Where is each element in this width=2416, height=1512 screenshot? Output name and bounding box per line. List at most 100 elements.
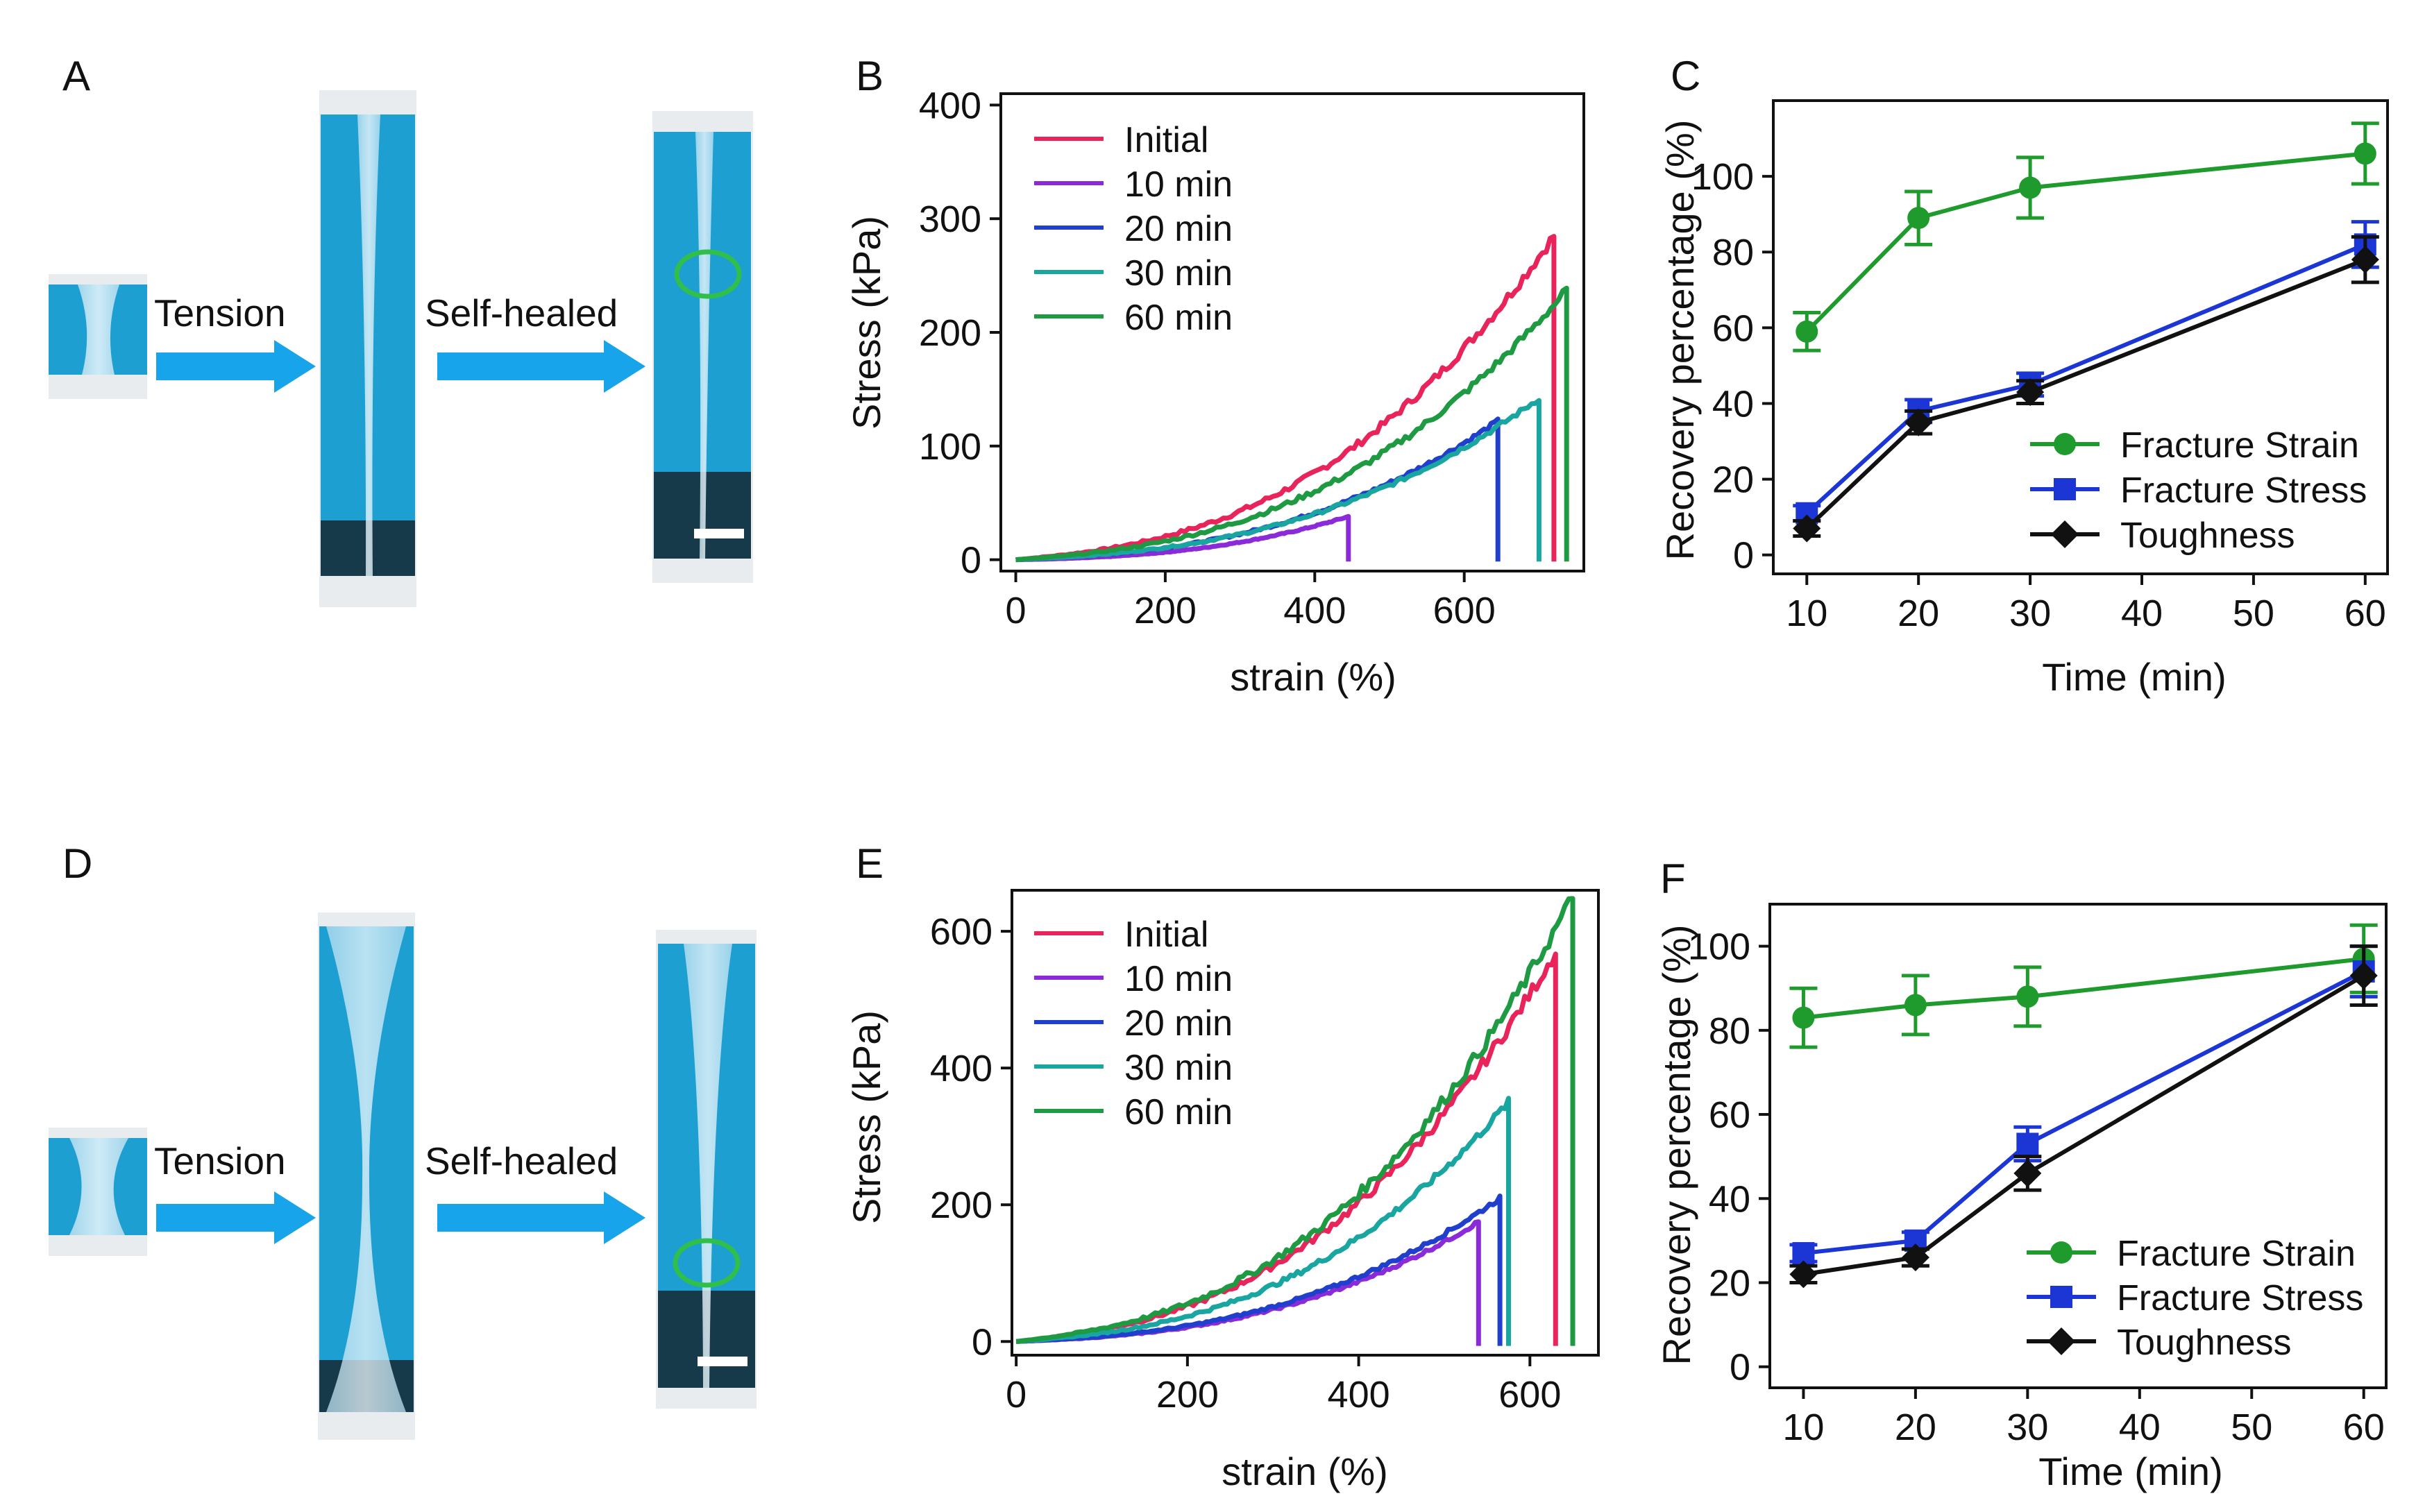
chart-E-ytick-label: 0 xyxy=(972,1321,992,1363)
chart-e-xlabel: strain (%) xyxy=(1222,1450,1388,1493)
chart-C-point-fracture-strain xyxy=(2019,176,2042,199)
healed-spot-marker-d xyxy=(673,1238,741,1288)
chart-E-xtick-label: 0 xyxy=(1006,1374,1027,1416)
chart-F-point-fracture-stress xyxy=(2016,1132,2039,1155)
chart-f: 10 20 30 40 50 60 0 20 40 60 80 100 Fracture Strain… xyxy=(1655,903,2388,1493)
chart-B-ytick-label: 400 xyxy=(919,85,981,126)
chart-E-curve-60-min xyxy=(1015,896,1576,1346)
chart-B-curve-30-min xyxy=(1015,398,1541,563)
tension-arrow-a xyxy=(156,340,316,393)
chart-E-xtick-label: 600 xyxy=(1498,1374,1561,1416)
chart-F-xtick-label: 20 xyxy=(1895,1407,1936,1448)
chart-c: 10 20 30 40 50 60 0 20 40 60 80 100 Fracture Strain… xyxy=(1658,99,2389,699)
chart-F-legend-marker-toughness xyxy=(2047,1327,2075,1355)
chart-b-xlabel: strain (%) xyxy=(1230,655,1396,699)
chart-F-line-toughness xyxy=(1802,974,2365,1277)
chart-B-curve-initial xyxy=(1015,234,1557,563)
chart-b-ylabel: Stress (kPa) xyxy=(845,216,888,430)
chart-E-xtick-label: 200 xyxy=(1156,1374,1219,1416)
tension-arrow-d xyxy=(156,1191,316,1244)
self-healed-label-d: Self-healed xyxy=(425,1139,618,1182)
chart-C-line-toughness xyxy=(1805,257,2366,530)
panel-label-f: F xyxy=(1660,856,1686,902)
chart-C-ytick-label: 0 xyxy=(1733,535,1754,577)
chart-E-xtick-label: 400 xyxy=(1328,1374,1390,1416)
chart-B-legend-label-initial: Initial xyxy=(1124,120,1208,160)
chart-C-xtick-label: 10 xyxy=(1786,593,1827,634)
chart-C-ytick-label: 20 xyxy=(1712,459,1754,501)
chart-C-xtick-label: 60 xyxy=(2345,593,2386,634)
chart-B-xtick-label: 200 xyxy=(1134,590,1197,631)
chart-F-legend-marker-fracture-stress xyxy=(2050,1286,2072,1308)
chart-F-legend-marker-fracture-strain xyxy=(2050,1241,2072,1264)
chart-B-legend-label-10-min: 10 min xyxy=(1124,164,1233,205)
chart-F-ytick-label: 60 xyxy=(1709,1094,1750,1136)
panel-label-e: E xyxy=(856,840,884,887)
chart-F-point-toughness xyxy=(1789,1260,1818,1289)
chart-E-legend-label-60-min: 60 min xyxy=(1124,1092,1233,1132)
chart-c-xlabel: Time (min) xyxy=(2042,655,2226,699)
chart-F-xtick-label: 40 xyxy=(2119,1407,2161,1448)
chart-F-xtick-label: 10 xyxy=(1782,1407,1824,1448)
photo-a-original xyxy=(49,274,147,399)
chart-c-ylabel: Recovery percentage (%) xyxy=(1658,120,1702,561)
chart-E-legend-label-initial: Initial xyxy=(1124,915,1208,955)
chart-F-xtick-label: 50 xyxy=(2231,1407,2272,1448)
chart-B-xtick-label: 400 xyxy=(1283,590,1346,631)
chart-B-xtick-label: 600 xyxy=(1433,590,1496,631)
photo-a-healed xyxy=(652,111,753,583)
chart-F-ytick-label: 40 xyxy=(1709,1178,1750,1220)
chart-C-point-fracture-strain xyxy=(1796,320,1818,343)
chart-B-legend-label-30-min: 30 min xyxy=(1124,253,1233,294)
photo-a-stretched xyxy=(319,90,416,607)
chart-F-legend-label-fracture-stress: Fracture Stress xyxy=(2117,1278,2363,1318)
chart-B-ytick-label: 200 xyxy=(919,312,981,354)
chart-f-xlabel: Time (min) xyxy=(2038,1450,2222,1493)
chart-F-ytick-label: 100 xyxy=(1688,926,1750,968)
chart-E-legend-label-20-min: 20 min xyxy=(1124,1003,1233,1044)
self-healed-label-a: Self-healed xyxy=(425,291,618,334)
scale-bar-a xyxy=(694,529,744,538)
chart-C-line-fracture-strain xyxy=(1805,151,2366,333)
chart-E-ytick-label: 200 xyxy=(930,1184,992,1226)
chart-F-point-toughness xyxy=(1901,1243,1929,1272)
chart-E-curve-initial xyxy=(1015,951,1558,1346)
chart-F-point-fracture-strain xyxy=(1792,1006,1815,1029)
chart-F-point-toughness xyxy=(2013,1159,2042,1187)
chart-B-xtick-label: 0 xyxy=(1006,590,1027,631)
chart-e-frame xyxy=(1011,889,1600,1357)
chart-B-legend-label-20-min: 20 min xyxy=(1124,209,1233,249)
chart-F-xtick-label: 60 xyxy=(2343,1407,2385,1448)
chart-C-point-fracture-strain xyxy=(2354,142,2376,165)
chart-b-curves xyxy=(1015,234,1569,563)
chart-b-ticks: 0 200 400 600 0 100 200 300 400 xyxy=(919,85,1496,631)
chart-C-point-toughness xyxy=(2351,246,2379,274)
chart-C-point-toughness xyxy=(1904,408,1933,436)
chart-F-line-fracture-stress xyxy=(1803,969,2365,1256)
photo-d-healed xyxy=(656,930,757,1409)
chart-C-ytick-label: 40 xyxy=(1712,383,1754,425)
chart-C-xtick-label: 20 xyxy=(1898,593,1939,634)
chart-c-ticks: 10 20 30 40 50 60 0 20 40 60 80 100 xyxy=(1691,156,2386,634)
chart-B-curve-60-min xyxy=(1015,285,1569,563)
chart-B-legend-label-60-min: 60 min xyxy=(1124,298,1233,338)
heal-arrow-d xyxy=(437,1191,645,1244)
chart-E-legend-label-10-min: 10 min xyxy=(1124,959,1233,999)
chart-E-curve-10-min xyxy=(1016,1219,1481,1346)
chart-C-xtick-label: 30 xyxy=(2009,593,2051,634)
chart-e-curves xyxy=(1015,896,1576,1346)
chart-e-ylabel: Stress (kPa) xyxy=(845,1010,888,1224)
chart-f-ylabel: Recovery percentage (%) xyxy=(1655,925,1698,1366)
chart-F-ytick-label: 0 xyxy=(1730,1347,1750,1388)
chart-F-point-fracture-strain xyxy=(1904,994,1927,1017)
chart-C-legend-label-toughness: Toughness xyxy=(2120,516,2295,556)
tension-label-d: Tension xyxy=(154,1139,286,1182)
chart-C-legend-marker-fracture-stress xyxy=(2054,478,2076,500)
chart-c-curves xyxy=(1793,121,2379,543)
chart-F-ytick-label: 80 xyxy=(1709,1010,1750,1052)
chart-C-legend-marker-fracture-strain xyxy=(2054,433,2076,455)
chart-B-ytick-label: 300 xyxy=(919,198,981,240)
chart-C-point-fracture-strain xyxy=(1907,207,1930,230)
